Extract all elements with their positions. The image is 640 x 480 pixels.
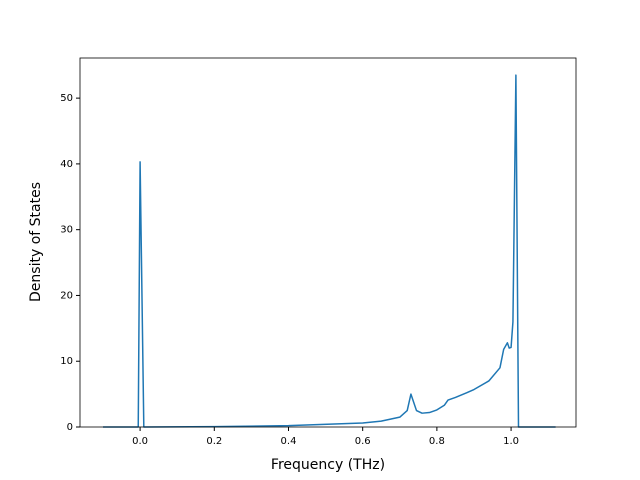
- y-tick-label: 0: [67, 422, 73, 433]
- x-tick-label: 0.8: [429, 436, 445, 447]
- plot-frame: [79, 57, 577, 428]
- x-tick-label: 1.0: [503, 436, 519, 447]
- y-tick-label: 40: [60, 159, 73, 170]
- x-axis-title: Frequency (THz): [271, 457, 385, 473]
- x-tick-label: 0.0: [132, 436, 148, 447]
- y-tick-label: 30: [60, 225, 73, 236]
- y-tick-label: 50: [60, 93, 73, 104]
- y-tick-label: 20: [60, 290, 73, 301]
- y-axis-title: Density of States: [28, 182, 44, 302]
- data-line: [103, 74, 556, 428]
- x-tick-label: 0.4: [281, 436, 297, 447]
- y-tick-label: 10: [60, 356, 73, 367]
- x-tick-label: 0.6: [355, 436, 371, 447]
- x-tick-label: 0.2: [206, 436, 222, 447]
